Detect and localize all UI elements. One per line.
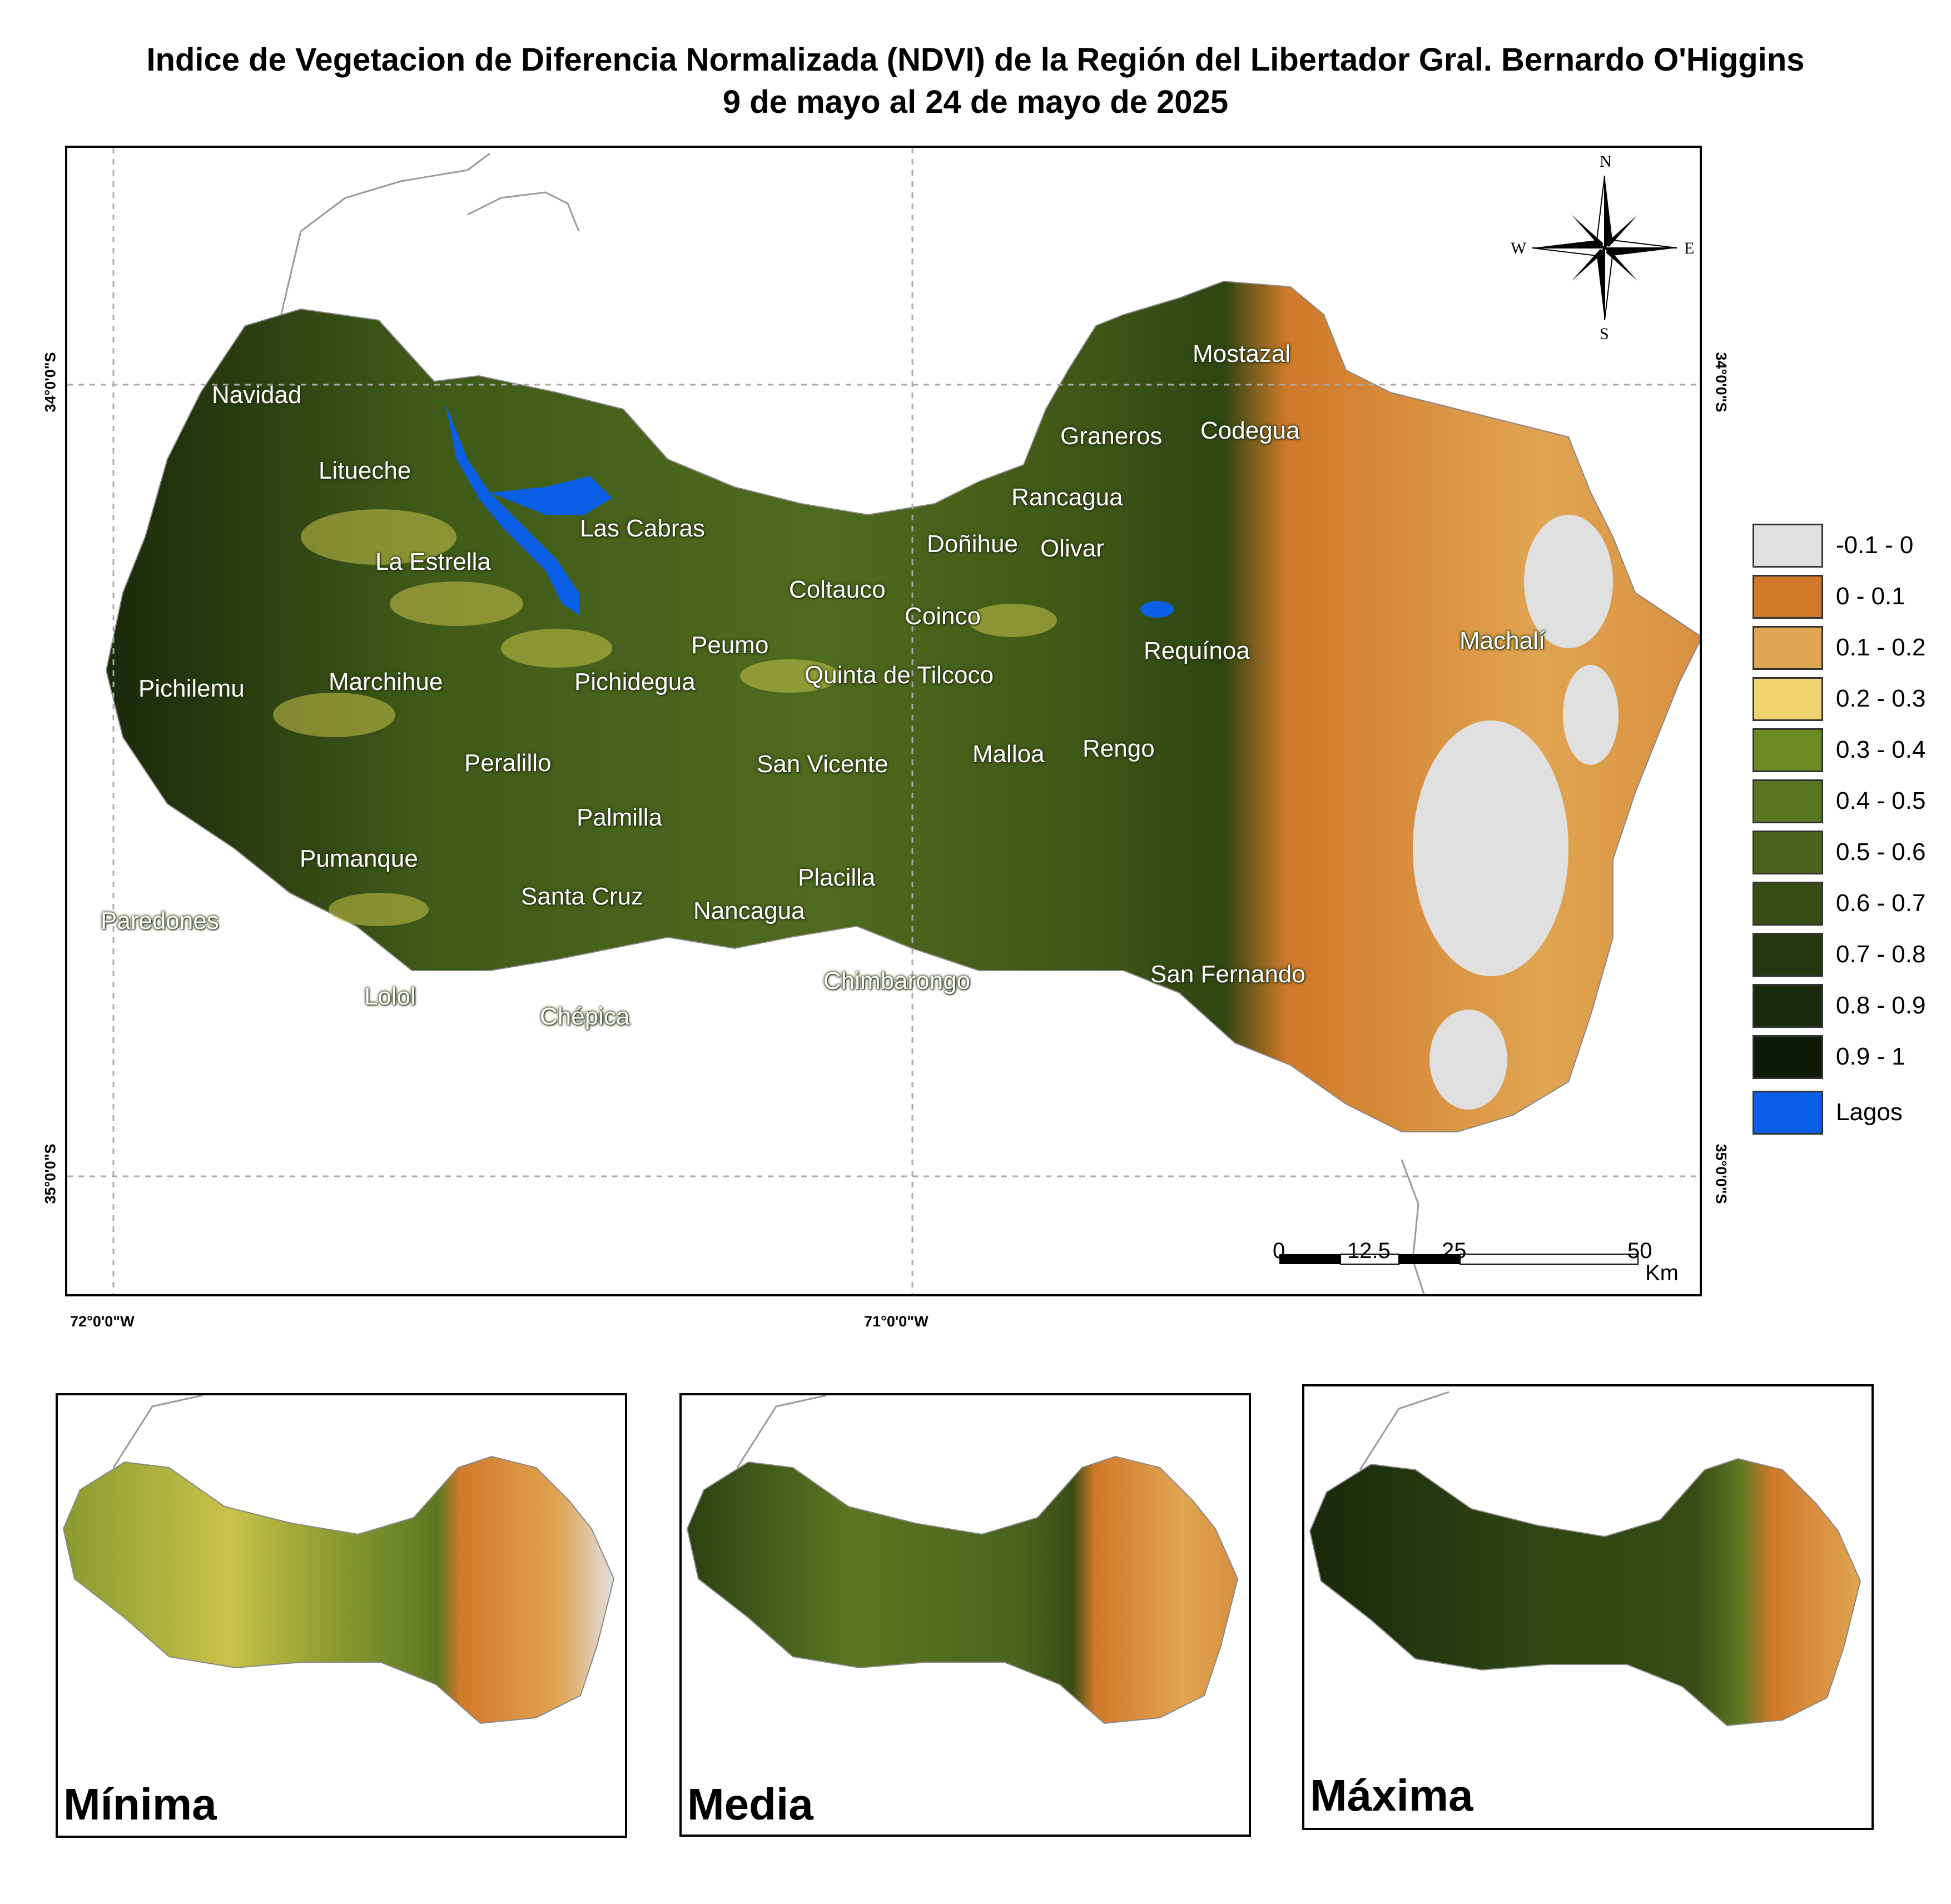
place-label: San Vicente [757, 750, 888, 778]
ndvi-low-patches [273, 509, 1057, 926]
compass-w: W [1511, 239, 1527, 257]
legend-label: 0 - 0.1 [1836, 583, 1905, 610]
compass-s: S [1600, 325, 1609, 343]
lon-label-72W: 72°0'0"W [70, 1313, 135, 1330]
legend-swatch [1753, 1035, 1823, 1079]
inset-label-minima: Mínima [63, 1779, 217, 1829]
boundary-line [467, 191, 580, 232]
inset-media: Media [679, 1393, 1251, 1837]
place-label: Lolol [364, 983, 416, 1010]
place-label: Palmilla [577, 804, 663, 831]
legend-label: -0.1 - 0 [1836, 531, 1914, 559]
legend-label: 0.1 - 0.2 [1836, 634, 1926, 661]
scale-tick-12-5: 12.5 [1347, 1239, 1391, 1263]
region-shape [62, 1455, 615, 1724]
map-title: Indice de Vegetacion de Diferencia Norma… [146, 42, 1805, 78]
compass-e: E [1684, 239, 1695, 257]
place-label: La Estrella [375, 548, 491, 575]
lat-label-35S-left: 35°0'0"S [42, 1144, 59, 1204]
map-subtitle: 9 de mayo al 24 de mayo de 2025 [722, 84, 1229, 120]
inset-maxima: Máxima [1302, 1384, 1874, 1830]
place-label: Litueche [319, 457, 411, 484]
place-label: Chimbarongo [823, 967, 971, 995]
place-label: Chépica [540, 1003, 630, 1030]
legend-label: 0.5 - 0.6 [1836, 838, 1926, 866]
inset-minima-map [62, 1395, 615, 1724]
place-label: Coltauco [789, 576, 886, 603]
place-label: Las Cabras [580, 515, 706, 542]
legend-label: Lagos [1836, 1098, 1903, 1126]
legend-swatch [1753, 728, 1823, 772]
legend-swatch [1753, 524, 1823, 568]
place-label: Santa Cruz [521, 883, 644, 910]
place-label: Nancagua [693, 897, 805, 924]
place-label: Peralillo [464, 749, 552, 777]
place-label: Olivar [1040, 535, 1104, 562]
inset-label-media: Media [687, 1779, 813, 1829]
ndvi-negative-zones [1413, 515, 1619, 1110]
place-label: Malloa [972, 740, 1045, 768]
scale-tick-0: 0 [1273, 1239, 1285, 1263]
scale-tick-25: 25 [1442, 1239, 1467, 1263]
place-label: Requínoa [1144, 637, 1250, 664]
place-label: Mostazal [1193, 340, 1291, 367]
legend-swatch [1753, 575, 1823, 619]
legend-label: 0.3 - 0.4 [1836, 736, 1926, 763]
compass-rose [1532, 175, 1677, 321]
place-label: Rengo [1083, 735, 1155, 762]
lat-label-34S-left: 34°0'0"S [42, 352, 59, 412]
legend-label: 0.7 - 0.8 [1836, 941, 1926, 968]
legend-label: 0.9 - 1 [1836, 1043, 1905, 1070]
main-map: N S E W 0 12.5 25 50 Km Navidad Litueche… [65, 146, 1702, 1296]
scale-bar [1279, 1254, 1639, 1265]
place-label: Marchihue [329, 668, 443, 695]
legend-label: 0.4 - 0.5 [1836, 787, 1926, 814]
place-label: San Fernando [1150, 961, 1305, 988]
legend-swatch [1753, 779, 1823, 823]
legend-swatch [1753, 626, 1823, 670]
place-label: Graneros [1060, 422, 1163, 450]
region-shape [1309, 1458, 1861, 1727]
boundary-line [1401, 1159, 1425, 1294]
place-label: Codegua [1200, 417, 1300, 444]
place-label: Placilla [798, 864, 876, 891]
legend-swatch [1753, 677, 1823, 721]
place-label: Peumo [691, 632, 769, 659]
place-label: Quinta de Tilcoco [805, 662, 994, 689]
inset-media-map [686, 1395, 1239, 1724]
lake [1140, 601, 1174, 618]
place-label: Paredones [101, 907, 219, 934]
inset-maxima-map [1309, 1391, 1861, 1727]
place-label: Navidad [212, 381, 302, 409]
scale-tick-50: 50 [1627, 1239, 1652, 1263]
legend-label: 0.8 - 0.9 [1836, 992, 1926, 1019]
place-label: Machalí [1459, 627, 1546, 654]
scale-unit: Km [1645, 1261, 1679, 1285]
legend-swatch [1753, 882, 1823, 926]
legend-swatch [1753, 933, 1823, 977]
place-label: Pichilemu [138, 675, 245, 702]
inset-label-maxima: Máxima [1310, 1771, 1473, 1820]
place-label: Rancagua [1011, 484, 1123, 511]
legend-label: 0.6 - 0.7 [1836, 889, 1926, 917]
place-label: Pumanque [300, 845, 418, 872]
legend-swatch [1753, 1091, 1823, 1135]
lat-label-34S-right: 34°0'0"S [1712, 352, 1730, 412]
place-label: Pichidegua [574, 668, 696, 695]
ndvi-map-canvas [67, 148, 1700, 1294]
lat-label-35S-right: 35°0'0"S [1712, 1144, 1730, 1204]
boundary-line [277, 152, 490, 326]
region-shape [686, 1455, 1239, 1724]
inset-minima: Mínima [56, 1393, 627, 1838]
place-label: Doñihue [927, 530, 1018, 558]
lon-label-71W: 71°0'0"W [864, 1313, 929, 1330]
compass-n: N [1600, 152, 1612, 171]
legend-label: 0.2 - 0.3 [1836, 685, 1926, 712]
lake-rapel [445, 404, 612, 615]
legend-swatch [1753, 831, 1823, 874]
legend-swatch [1753, 984, 1823, 1028]
place-label: Coinco [905, 603, 981, 630]
